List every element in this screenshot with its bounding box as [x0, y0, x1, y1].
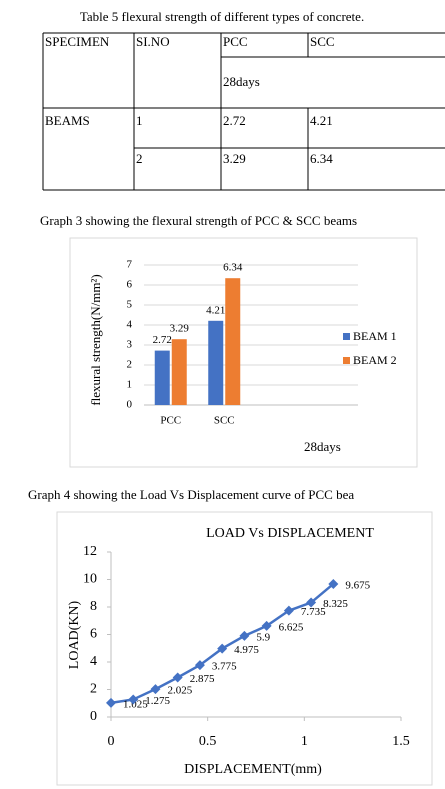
annotation: 28days	[304, 439, 341, 454]
x-axis-label: DISPLACEMENT(mm)	[184, 762, 322, 777]
y-tick-label: 1	[127, 379, 133, 391]
legend-swatch	[343, 333, 350, 340]
y-tick-label: 6	[127, 279, 133, 291]
data-label: 3.775	[212, 661, 237, 673]
point	[106, 697, 116, 708]
data-label: 4.21	[206, 304, 225, 316]
data-label: 2.875	[190, 673, 215, 685]
table-header: SCC	[310, 34, 335, 49]
y-tick-label: 0	[127, 399, 133, 411]
data-label: 6.625	[279, 621, 304, 633]
y-axis-label: LOAD(KN)	[67, 600, 82, 669]
y-tick-label: 8	[90, 599, 97, 614]
table-lines	[42, 32, 445, 191]
data-label: 3.29	[170, 323, 190, 335]
chart-caption: Graph 4 showing the Load Vs Displacement…	[28, 487, 354, 502]
table-header: SI.NO	[136, 34, 170, 49]
y-tick-label: 5	[127, 299, 133, 311]
bar	[171, 339, 187, 405]
bar	[208, 320, 224, 405]
data-label: 6.34	[223, 262, 243, 274]
y-tick-label: 2	[127, 359, 133, 371]
table-cell: 3.29	[223, 151, 246, 166]
table-cell: 6.34	[310, 151, 333, 166]
table-header: PCC	[223, 34, 248, 49]
table-cell: 2.72	[223, 113, 246, 128]
y-tick-label: 2	[90, 682, 97, 697]
table-cell: 4.21	[310, 113, 333, 128]
chart-caption: Graph 3 showing the flexural strength of…	[40, 213, 357, 228]
table-cell: 1	[136, 113, 143, 128]
data-label: 8.325	[323, 598, 348, 610]
x-tick-label: 1.5	[392, 734, 410, 749]
bar	[225, 278, 241, 405]
bar	[154, 350, 170, 405]
y-tick-label: 4	[90, 654, 97, 669]
y-tick-label: 10	[83, 572, 97, 587]
y-tick-label: 3	[127, 339, 133, 351]
chart-frame	[69, 237, 418, 468]
data-label: 9.675	[345, 580, 370, 592]
chart-title: LOAD Vs DISPLACEMENT	[206, 526, 374, 541]
x-tick-label: PCC	[160, 415, 181, 427]
table-group: BEAMS	[45, 113, 90, 128]
table-subheader: 28days	[223, 74, 260, 89]
y-axis-label: flexural strength(N/mm²)	[88, 274, 103, 405]
table-cell: 2	[136, 151, 143, 166]
point	[128, 694, 139, 705]
point	[217, 643, 228, 654]
data-label: 7.735	[301, 606, 326, 618]
x-tick-label: 0.5	[199, 734, 217, 749]
point	[283, 605, 294, 616]
point	[172, 672, 183, 683]
data-label: 2.72	[153, 334, 172, 346]
x-tick-label: 1	[301, 734, 308, 749]
point	[261, 620, 272, 631]
point	[150, 684, 161, 695]
data-label: 1.025	[123, 698, 148, 710]
line	[110, 583, 335, 705]
data-label: 4.975	[234, 644, 259, 656]
legend-label: BEAM 2	[353, 353, 397, 367]
y-tick-label: 0	[90, 709, 97, 724]
y-tick-label: 4	[127, 319, 133, 331]
point	[328, 578, 339, 589]
table-caption: Table 5 flexural strength of different t…	[80, 9, 364, 24]
legend-label: BEAM 1	[353, 329, 397, 343]
point	[239, 630, 250, 641]
data-label: 1.275	[145, 695, 170, 707]
x-tick-label: 0	[108, 734, 115, 749]
data-label: 5.9	[256, 631, 270, 643]
x-tick-label: SCC	[214, 415, 235, 427]
chart-frame	[56, 511, 433, 786]
y-tick-label: 6	[90, 627, 97, 642]
legend-swatch	[343, 357, 350, 364]
point	[194, 660, 205, 671]
point	[306, 597, 317, 608]
y-tick-label: 7	[127, 259, 133, 271]
table-header: SPECIMEN	[45, 34, 110, 49]
data-label: 2.025	[167, 685, 192, 697]
y-tick-label: 12	[83, 544, 97, 559]
